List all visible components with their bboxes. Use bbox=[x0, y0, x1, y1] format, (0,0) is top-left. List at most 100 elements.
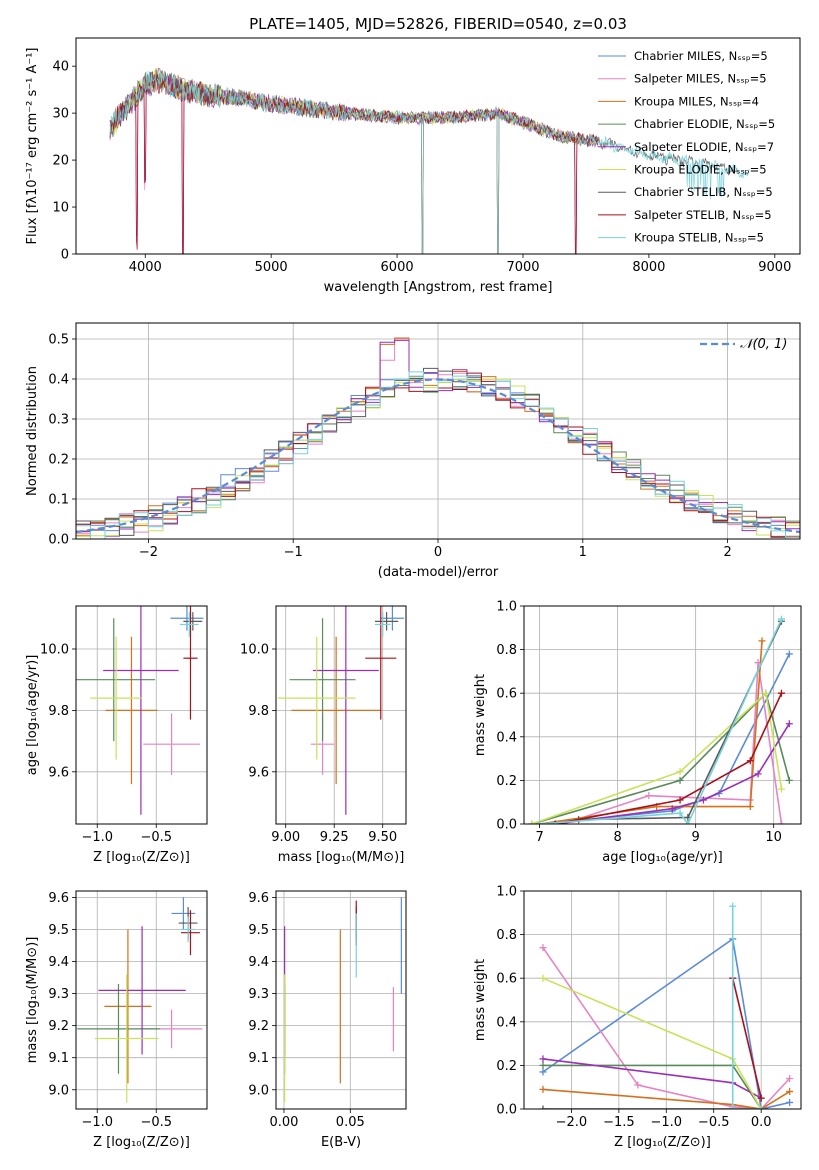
x-axis-label: E(B-V) bbox=[321, 1135, 361, 1150]
y-tick-label: 10.0 bbox=[240, 642, 269, 657]
spectrum-line-salpeter_stelib bbox=[109, 71, 599, 254]
y-tick-label: 30 bbox=[52, 107, 69, 122]
weight-marker-salpeter_stelib bbox=[551, 820, 559, 824]
x-axis-label: Z [log₁₀(Z/Z⊙)] bbox=[93, 1135, 190, 1150]
weight-marker-kroupa_elodie bbox=[539, 974, 547, 982]
age_vs_Z-panel: −1.0 −0.5 9.6 9.8 10.0 Z [log₁₀(Z/Z⊙)] age [lo… bbox=[25, 605, 208, 865]
x-tick-label: 5000 bbox=[255, 260, 288, 275]
weight-marker-chabrier_miles bbox=[786, 1098, 794, 1106]
weight-marker-salpeter_stelib bbox=[676, 796, 684, 804]
x-tick-label: −1 bbox=[284, 545, 303, 560]
plot-frame bbox=[75, 322, 801, 540]
weight_vs_Z-panel: −2.0 −1.5 −1.0 −0.5 0.0 0.0 0.2 0.4 0.6 0.8 1.0 Z [… bbox=[473, 885, 802, 1150]
x-axis-label: Z [log₁₀(Z/Z⊙)] bbox=[614, 1135, 711, 1150]
y-axis-label: age [log₁₀(age/yr)] bbox=[25, 655, 40, 776]
errorbars bbox=[284, 897, 402, 1103]
y-tick-label: 0.0 bbox=[496, 818, 517, 833]
x-axis-label: mass [log₁₀(M/M⊙)] bbox=[278, 850, 405, 865]
weight-marker-kroupa_miles bbox=[758, 637, 766, 645]
y-tick-label: 9.8 bbox=[48, 704, 69, 719]
weight-lines bbox=[528, 615, 793, 824]
x-tick-label: −2.0 bbox=[556, 1115, 588, 1130]
y-tick-label: 9.6 bbox=[248, 765, 269, 780]
weight-line-kroupa_elodie bbox=[542, 977, 762, 1109]
age_vs_mass-panel: 9.00 9.25 9.50 9.6 9.8 10.0 mass [log₁₀(M/M⊙)] bbox=[240, 605, 407, 865]
x-tick-label: 2 bbox=[723, 545, 731, 560]
weight-marker-chabrier_elodie bbox=[785, 776, 793, 784]
x-axis-label: wavelength [Angstrom, rest frame] bbox=[324, 280, 553, 295]
y-tick-label: 9.3 bbox=[48, 987, 69, 1002]
y-tick-label: 0.4 bbox=[48, 373, 69, 388]
weight-line-kroupa_elodie bbox=[531, 691, 783, 824]
plot-frame bbox=[523, 605, 802, 825]
histogram-panel: −2 −1 0 1 2 0.0 0.1 0.2 0.3 0.4 0.5 (data-model)/er… bbox=[25, 322, 801, 580]
y-tick-label: 0.6 bbox=[496, 687, 517, 702]
chart-title: PLATE=1405, MJD=52826, FIBERID=0540, z=0… bbox=[249, 15, 627, 33]
y-tick-label: 0.6 bbox=[496, 972, 517, 987]
weight-marker-kroupa_stelib bbox=[536, 820, 544, 824]
weight-marker-salpeter_elodie bbox=[699, 796, 707, 804]
y-tick-label: 9.6 bbox=[48, 891, 69, 906]
y-tick-label: 0.2 bbox=[496, 774, 517, 789]
x-tick-label: 9000 bbox=[758, 260, 791, 275]
legend-label: Chabrier MILES, Nₛₛₚ=5 bbox=[634, 49, 768, 63]
plot-frame bbox=[523, 890, 802, 1110]
x-tick-label: 7 bbox=[535, 830, 543, 845]
histogram-kroupa_stelib bbox=[76, 371, 786, 539]
weight-marker-salpeter_miles bbox=[634, 1081, 642, 1089]
x-tick-label: −1.0 bbox=[81, 1115, 113, 1130]
weight-line-salpeter_stelib bbox=[555, 692, 783, 824]
x-tick-label: −0.5 bbox=[140, 1115, 172, 1130]
weight-lines bbox=[539, 902, 794, 1109]
weight-marker-kroupa_stelib bbox=[729, 902, 737, 910]
y-tick-label: 0.2 bbox=[48, 453, 69, 468]
weight-marker-chabrier_elodie bbox=[676, 776, 684, 784]
y-tick-label: 40 bbox=[52, 60, 69, 75]
y-tick-label: 0.3 bbox=[48, 413, 69, 428]
y-tick-label: 9.8 bbox=[248, 704, 269, 719]
weight-line-salpeter_stelib bbox=[731, 978, 762, 1099]
x-tick-label: 9.00 bbox=[271, 830, 300, 845]
y-tick-label: 0.1 bbox=[48, 493, 69, 508]
errorbars bbox=[77, 897, 203, 1103]
weight-marker-salpeter_stelib bbox=[757, 1094, 765, 1102]
y-tick-label: 9.0 bbox=[48, 1083, 69, 1098]
plot-frame bbox=[275, 605, 407, 825]
weight-marker-salpeter_elodie bbox=[785, 720, 793, 728]
weight-marker-chabrier_miles bbox=[539, 1068, 547, 1076]
y-tick-label: 9.3 bbox=[248, 987, 269, 1002]
x-axis-label: age [log₁₀(age/yr)] bbox=[602, 850, 723, 865]
weight-marker-salpeter_miles bbox=[777, 820, 785, 824]
weight-line-chabrier_miles bbox=[539, 653, 791, 824]
x-tick-label: 8 bbox=[613, 830, 621, 845]
y-tick-label: 9.6 bbox=[248, 891, 269, 906]
y-axis-label: mass weight bbox=[473, 674, 488, 756]
y-tick-label: 9.6 bbox=[48, 765, 69, 780]
x-tick-label: 0 bbox=[434, 545, 442, 560]
plot-frame bbox=[75, 890, 208, 1110]
weight-marker-chabrier_elodie bbox=[539, 1061, 547, 1069]
x-tick-label: 9.50 bbox=[368, 830, 397, 845]
weight-marker-chabrier_miles bbox=[785, 650, 793, 658]
plot-frame bbox=[275, 890, 407, 1110]
x-tick-label: 1 bbox=[579, 545, 587, 560]
weight-marker-kroupa_elodie bbox=[777, 785, 785, 793]
y-tick-label: 0.4 bbox=[496, 730, 517, 745]
x-tick-label: 9 bbox=[692, 830, 700, 845]
legend-label: Kroupa ELODIE, Nₛₛₚ=5 bbox=[634, 163, 767, 177]
legend-label: Salpeter ELODIE, Nₛₛₚ=7 bbox=[634, 140, 774, 154]
y-tick-label: 1.0 bbox=[496, 600, 517, 615]
mass_vs_ebv-panel: 0.00 0.05 9.0 9.1 9.2 9.3 9.4 9.5 9.6 E(B-V) bbox=[248, 890, 407, 1150]
weight-marker-kroupa_elodie bbox=[528, 820, 536, 824]
y-tick-label: 0.0 bbox=[48, 533, 69, 548]
legend-label: Salpeter MILES, Nₛₛₚ=5 bbox=[634, 72, 767, 86]
y-tick-label: 0.4 bbox=[496, 1015, 517, 1030]
errorbars bbox=[76, 606, 204, 815]
x-tick-label: 8000 bbox=[632, 260, 665, 275]
histogram-steps bbox=[76, 337, 800, 539]
legend-label: Chabrier STELIB, Nₛₛₚ=5 bbox=[634, 185, 773, 199]
y-axis-label: mass [log₁₀(M/M⊙)] bbox=[25, 937, 40, 1064]
y-tick-label: 9.4 bbox=[248, 955, 269, 970]
x-tick-label: −0.5 bbox=[140, 830, 172, 845]
x-tick-label: 0.0 bbox=[751, 1115, 772, 1130]
